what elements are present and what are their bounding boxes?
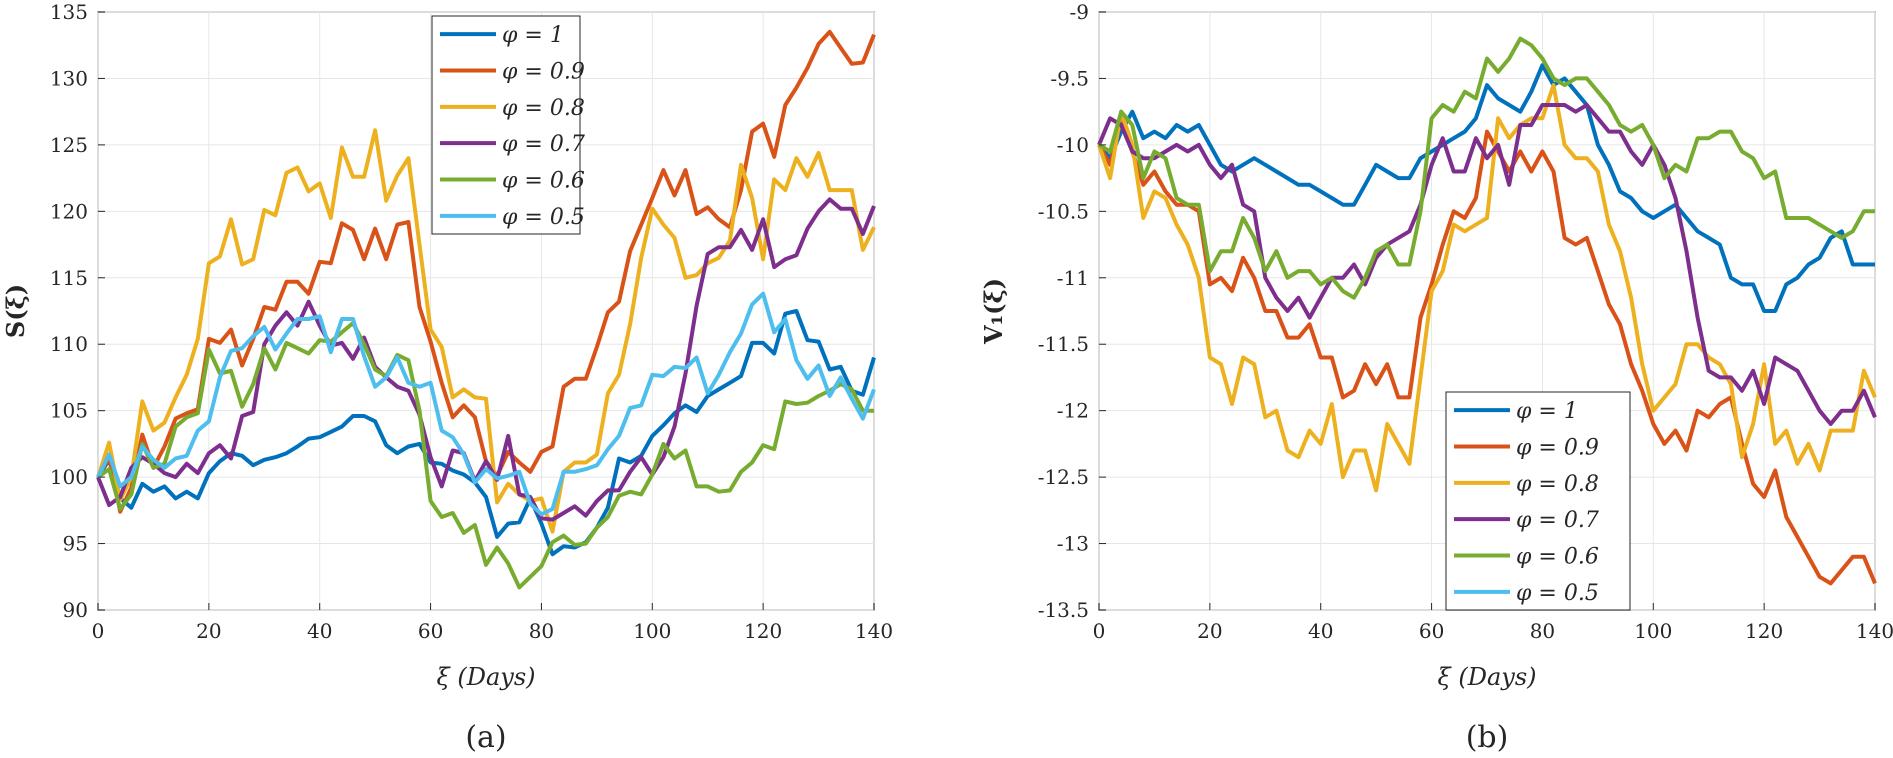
x-ticks-b: 0 20 40 60 80 100 120 140 (1093, 603, 1893, 643)
x-tick-label: 40 (307, 619, 332, 643)
y-tick-label: -12.5 (1038, 465, 1089, 489)
y-axis-label-a: S(ξ) (1, 284, 30, 338)
y-tick-label: 90 (63, 598, 88, 622)
legend-label: φ = 1 (502, 23, 564, 48)
x-tick-label: 20 (196, 619, 221, 643)
x-tick-label: 20 (1197, 619, 1222, 643)
series-line-4 (96, 197, 876, 522)
series-line-6 (96, 291, 876, 517)
x-tick-label: 80 (1530, 619, 1555, 643)
panel-label-b: (b) (1466, 720, 1509, 755)
x-tick-label: 60 (1419, 619, 1444, 643)
y-tick-label: 105 (50, 399, 88, 423)
legend-label: φ = 0.8 (502, 96, 585, 121)
legend-label: φ = 1 (1516, 399, 1578, 424)
x-tick-label: 120 (744, 619, 782, 643)
y-tick-label: 120 (50, 199, 88, 223)
legend-label: φ = 0.6 (502, 169, 585, 194)
x-tick-label: 0 (1093, 619, 1106, 643)
legend-b: φ = 1 φ = 0.9 φ = 0.8 φ = 0.7 φ = 0.6 φ = 0.5 (1445, 391, 1631, 611)
x-axis-label-b: ξ (Days) (1438, 663, 1537, 691)
x-tick-label: 0 (92, 619, 105, 643)
y-tick-label: -10.5 (1038, 199, 1089, 223)
y-tick-label: -10 (1057, 133, 1089, 157)
x-tick-label: 100 (1634, 619, 1672, 643)
y-tick-label: 135 (50, 0, 88, 24)
legend-label: φ = 0.5 (1516, 581, 1599, 606)
y-tick-label: 130 (50, 66, 88, 90)
x-tick-label: 60 (418, 619, 443, 643)
x-tick-label: 40 (1308, 619, 1333, 643)
legend-label: φ = 0.5 (502, 205, 585, 230)
panel-b: 0 20 40 60 80 100 120 140 -13.5 -13 -12.5 -12 -11.5… (979, 0, 1893, 755)
lines-b (1097, 36, 1877, 586)
y-tick-label: 125 (50, 133, 88, 157)
grid-a (97, 11, 875, 611)
y-tick-label: 110 (50, 332, 88, 356)
panel-label-a: (a) (465, 720, 506, 755)
series-line-3 (1097, 83, 1877, 493)
x-ticks-a: 0 20 40 60 80 100 120 140 (92, 603, 893, 643)
y-ticks-b: -13.5 -13 -12.5 -12 -11.5 -11 -10.5 -10 -9.5 -9 (1038, 0, 1106, 622)
y-tick-label: 115 (50, 266, 88, 290)
x-tick-label: 100 (633, 619, 671, 643)
y-tick-label: -11.5 (1038, 332, 1089, 356)
y-tick-label: -13 (1057, 532, 1089, 556)
legend-label: φ = 0.7 (1516, 508, 1599, 533)
y-tick-label: 100 (50, 465, 88, 489)
y-tick-label: -12 (1057, 399, 1089, 423)
y-ticks-a: 90 95 100 105 110 115 120 125 130 135 (50, 0, 105, 622)
y-tick-label: -9.5 (1050, 66, 1089, 90)
y-axis-label-b: V₁(ξ) (979, 278, 1008, 345)
x-tick-label: 140 (855, 619, 893, 643)
legend-a: φ = 1 φ = 0.9 φ = 0.8 φ = 0.7 φ = 0.6 φ = 0.5 (431, 15, 585, 235)
lines-a (96, 29, 876, 590)
series-line-4 (1097, 103, 1877, 426)
legend-box (431, 15, 581, 235)
y-tick-label: -13.5 (1038, 598, 1089, 622)
panel-a: 0 20 40 60 80 100 120 140 90 95 100 105 110 115 120 12… (1, 0, 893, 755)
x-tick-label: 140 (1856, 619, 1893, 643)
x-axis-label-a: ξ (Days) (437, 663, 536, 691)
series-line-3 (96, 128, 876, 534)
legend-label: φ = 0.9 (502, 60, 585, 85)
legend-label: φ = 0.6 (1516, 545, 1599, 570)
series-line-2 (1097, 116, 1877, 586)
legend-label: φ = 0.7 (502, 132, 585, 157)
x-tick-label: 120 (1745, 619, 1783, 643)
x-tick-label: 80 (529, 619, 554, 643)
legend-box (1445, 391, 1631, 611)
series-line-5 (1097, 36, 1875, 300)
legend-label: φ = 0.9 (1516, 436, 1599, 461)
series-line-5 (96, 321, 874, 590)
y-tick-label: 95 (63, 532, 88, 556)
legend-label: φ = 0.8 (1516, 472, 1599, 497)
y-tick-label: -9 (1070, 0, 1089, 24)
y-tick-label: -11 (1057, 266, 1089, 290)
